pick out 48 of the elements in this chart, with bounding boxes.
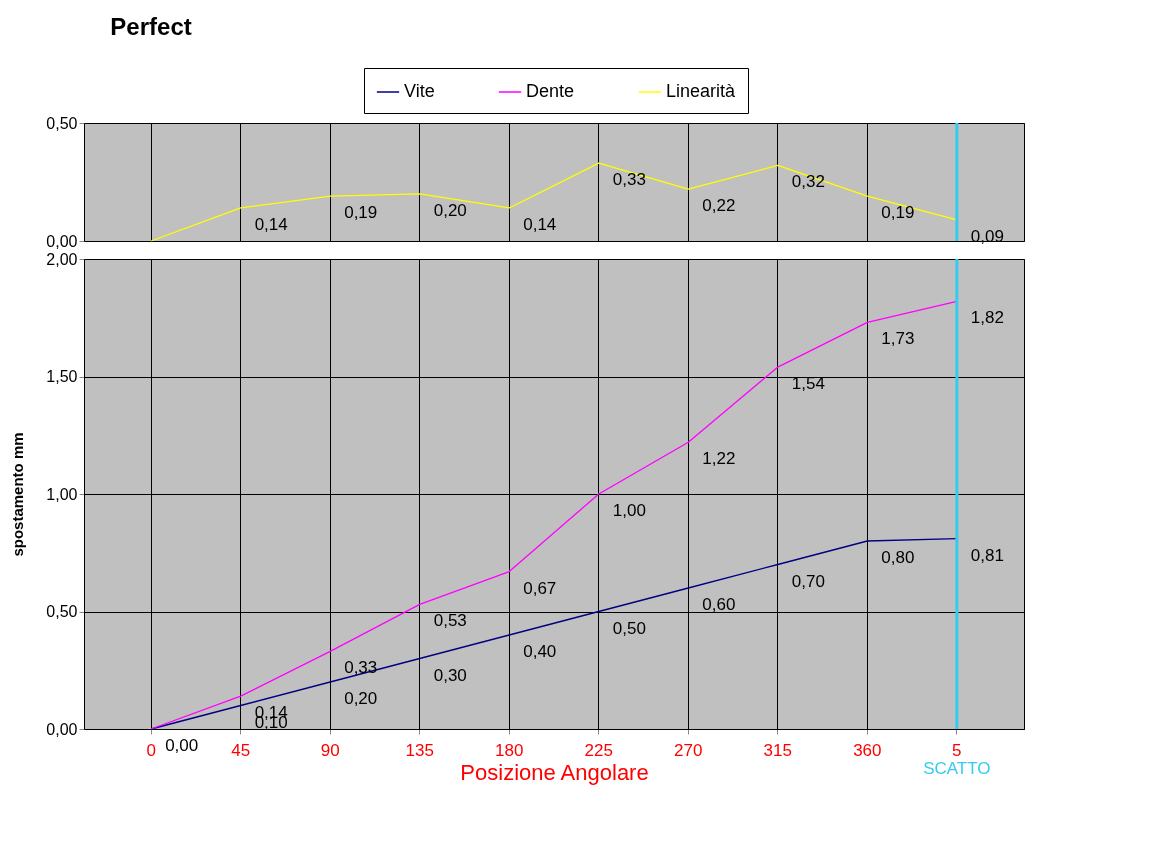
data-label: 1,73: [881, 329, 915, 349]
data-label: 0,19: [344, 203, 378, 223]
legend-label: Vite: [404, 81, 435, 101]
data-label: 1,82: [970, 308, 1004, 328]
x-tick-label: 135: [405, 740, 434, 760]
chart-title: Perfect: [110, 12, 192, 40]
x-tick-label: 270: [674, 740, 703, 760]
x-tick-label: 180: [495, 740, 524, 760]
data-label: 0,80: [881, 548, 915, 567]
data-label: 0,30: [433, 665, 467, 685]
data-label: 0,20: [344, 689, 378, 708]
y-tick-label: 1,50: [46, 368, 78, 385]
data-label: 1,22: [702, 449, 736, 469]
data-label: 1,00: [612, 501, 646, 520]
data-label: 0,60: [702, 595, 736, 614]
data-label: 0,50: [612, 618, 646, 638]
y-tick-label: 2,00: [46, 250, 78, 268]
y-tick-label: 0,50: [46, 114, 78, 132]
x-tick-label: 90: [320, 740, 340, 760]
y-tick-label: 1,00: [46, 485, 78, 503]
data-label: 0,81: [970, 545, 1004, 565]
x-tick-label: 360: [853, 740, 882, 760]
data-label: 0,14: [254, 214, 288, 234]
data-label: 0,14: [523, 214, 557, 234]
data-label: 0,22: [702, 196, 736, 216]
data-label: 0,20: [433, 200, 467, 220]
y-tick-label: 0,00: [46, 232, 78, 250]
legend-label: Dente: [526, 81, 575, 101]
data-label: 0,32: [791, 172, 825, 192]
x-tick-label: 315: [763, 740, 792, 760]
data-label: 0,00: [165, 736, 199, 755]
y-axis-title: spostamento mm: [9, 432, 27, 557]
data-label: 0,33: [612, 170, 646, 190]
x-tick-label: 5: [952, 740, 962, 760]
y-tick-label: 0,00: [46, 720, 78, 738]
data-label: 0,53: [433, 611, 467, 631]
data-label: 0,40: [523, 642, 557, 661]
x-tick-label: 225: [584, 740, 613, 760]
x-tick-label: 45: [231, 740, 251, 760]
legend-label: Linearità: [666, 81, 737, 101]
data-label: 0,33: [344, 658, 378, 678]
ref-line-label: SCATTO: [923, 759, 991, 778]
data-label: 0,19: [881, 203, 915, 223]
data-label: 0,70: [791, 571, 825, 591]
y-tick-label: 0,50: [46, 603, 78, 620]
x-axis-title: Posizione Angolare: [460, 759, 649, 785]
data-label: 0,67: [523, 578, 557, 598]
x-tick-label: 0: [146, 740, 156, 760]
